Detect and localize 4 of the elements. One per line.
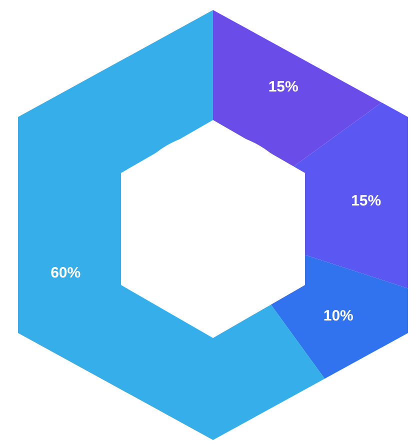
data-label: 15% — [351, 192, 382, 210]
data-label: 60% — [50, 264, 81, 282]
data-label: 15% — [268, 78, 298, 96]
data-label: 10% — [323, 308, 354, 325]
